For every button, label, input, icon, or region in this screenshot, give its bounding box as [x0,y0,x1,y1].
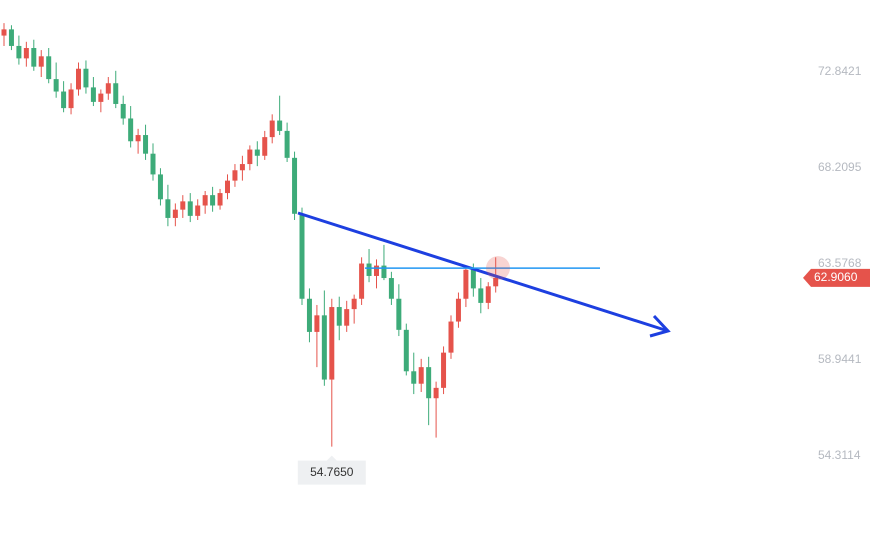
candle-body [83,68,89,88]
candle-body [172,209,178,218]
candle-body [16,45,22,59]
candle-body [68,89,74,109]
candle-body [306,298,312,332]
last-price-tag [803,268,870,287]
candle-body [344,309,350,326]
candle-body [336,307,342,326]
y-tick-label: 72.8421 [818,64,862,78]
candle-body [46,56,52,80]
candle-body [247,149,253,165]
candle-body [321,315,327,380]
candle-body [210,195,216,206]
candle-body [135,135,141,142]
candle-body [165,199,171,218]
last-price-label: 62.9060 [814,270,858,284]
candle-body [269,120,275,138]
candle-body [448,321,454,353]
candle-body [128,118,134,142]
candle-body [314,315,320,332]
candle-body [105,83,111,94]
candle-body [187,201,193,216]
candle-body [239,164,245,171]
candle-body [90,87,96,102]
candle-body [388,278,394,299]
plot [1,23,499,447]
candle-body [202,195,208,206]
candle-body [277,120,283,131]
candle-body [1,29,7,36]
y-tick-label: 58.9441 [818,352,862,366]
candle-body [232,170,238,181]
candle-body [329,307,335,380]
candle-body [411,371,417,384]
candle-body [61,91,67,109]
candle-body [418,367,424,384]
candle-body [441,352,447,388]
candle-body [374,265,379,276]
candle-body [143,135,149,154]
price-glow [486,256,510,281]
candle-body [359,263,365,299]
candle-body [381,265,387,279]
candle-body [76,68,81,90]
candle-body [396,298,402,330]
candle-body [426,367,432,399]
min-label: 54.7650 [310,465,354,479]
candle-body [493,277,499,287]
candle-body [8,29,14,46]
y-tick-label: 63.5768 [818,256,862,270]
candle-body [351,298,357,310]
min-label-box [297,455,366,485]
candle-body [299,213,305,299]
candle-body [284,130,290,158]
candle-body [225,180,230,194]
trend-arrow [297,211,671,338]
candle-body [470,269,476,289]
candle-body [455,298,461,322]
candle-body [150,153,156,175]
candle-body [23,48,29,59]
candle-body [292,157,298,214]
candle-body [366,263,372,276]
candle-body [53,79,59,92]
candle-body [478,288,484,303]
candle-body [120,103,126,119]
trend-line [297,211,669,333]
candle-body [157,174,163,200]
candle-body [262,137,268,156]
candle-body [254,149,260,156]
candle-body [463,269,469,299]
candle-body [195,205,201,216]
candle-body [31,48,37,67]
candle-body [180,201,186,210]
candle-body [403,329,409,372]
candle-body [113,83,119,104]
candle-body [38,56,44,67]
candle-body [433,387,439,399]
candle-body [485,286,491,303]
arrow-head [649,314,671,338]
candle-body [98,93,104,102]
y-tick-label: 54.3114 [818,448,861,462]
y-tick-label: 68.2095 [818,160,862,174]
candle-body [217,193,223,206]
